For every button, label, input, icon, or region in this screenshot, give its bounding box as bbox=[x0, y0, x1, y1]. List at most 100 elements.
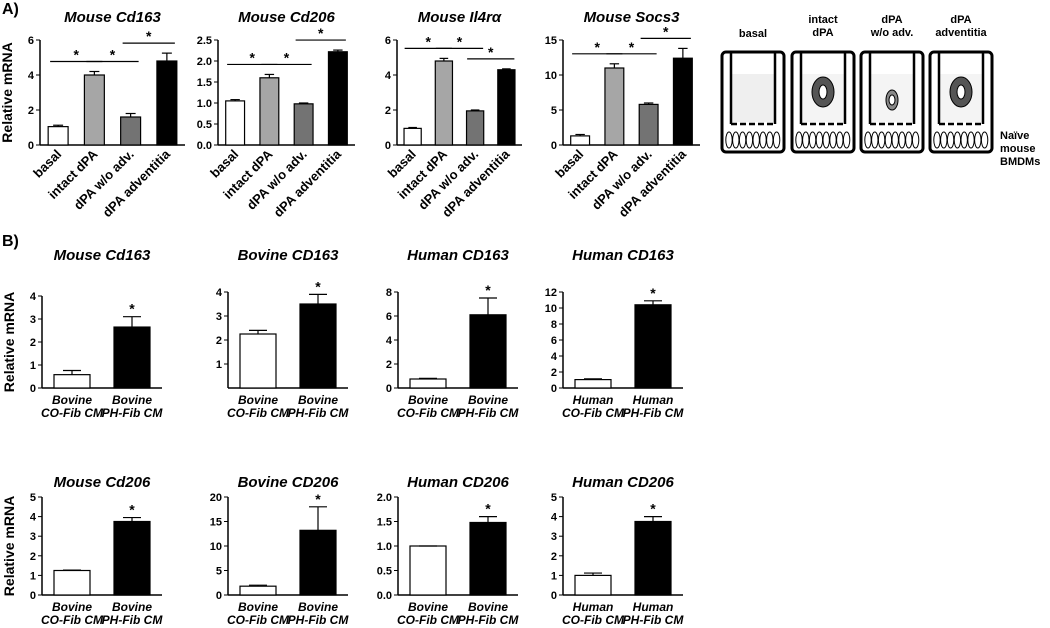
significance-label: * bbox=[129, 502, 135, 518]
x-tick-label: Human CO-Fib CM bbox=[562, 600, 624, 627]
cell bbox=[802, 131, 810, 149]
y-tick-label: 0 bbox=[551, 590, 557, 602]
bar bbox=[434, 60, 454, 146]
significance-label: * bbox=[250, 49, 256, 65]
cell bbox=[974, 131, 982, 149]
y-tick-label: 0 bbox=[551, 383, 557, 395]
y-tick-label: 2.0 bbox=[197, 56, 212, 68]
well-label: dPA adventitia bbox=[935, 14, 987, 39]
chart-title: Mouse Cd163 bbox=[54, 247, 151, 264]
cell bbox=[815, 131, 824, 149]
y-tick-label: 6 bbox=[386, 311, 392, 323]
y-tick-label: 10 bbox=[210, 541, 222, 553]
chart-title: Human CD206 bbox=[407, 474, 509, 491]
bar bbox=[574, 379, 612, 389]
bar bbox=[327, 51, 348, 146]
lumen bbox=[888, 94, 896, 106]
significance-label: * bbox=[110, 47, 116, 63]
y-tick-label: 0.0 bbox=[197, 140, 212, 152]
x-tick-label: Bovine CO-Fib CM bbox=[227, 600, 289, 627]
bar bbox=[570, 135, 591, 146]
significance-label: * bbox=[488, 44, 494, 60]
y-tick-label: 1.0 bbox=[197, 98, 212, 110]
bar bbox=[293, 103, 314, 146]
cell bbox=[836, 131, 844, 149]
bar bbox=[638, 103, 659, 146]
lumen bbox=[818, 84, 828, 100]
y-tick-label: 2 bbox=[28, 105, 34, 117]
cell bbox=[898, 131, 906, 149]
y-tick-label: 4 bbox=[30, 291, 37, 303]
bar bbox=[604, 67, 625, 146]
cell bbox=[772, 131, 781, 149]
cell bbox=[905, 131, 913, 149]
y-axis-label: Relative mRNA bbox=[1, 496, 17, 596]
significance-label: * bbox=[146, 28, 152, 44]
cell bbox=[871, 131, 879, 149]
chart-title: Mouse Socs3 bbox=[584, 9, 681, 26]
y-tick-label: 0 bbox=[28, 140, 34, 152]
y-tick-label: 0.0 bbox=[377, 590, 392, 602]
y-tick-label: 0 bbox=[30, 590, 36, 602]
y-tick-label: 1.5 bbox=[377, 517, 392, 529]
y-tick-label: 3 bbox=[30, 531, 36, 543]
bar bbox=[497, 69, 516, 146]
chart-title: Mouse Cd206 bbox=[54, 474, 151, 491]
y-tick-label: 0 bbox=[216, 590, 222, 602]
x-tick-label: Bovine CO-Fib CM bbox=[41, 600, 103, 627]
y-tick-label: 8 bbox=[551, 319, 557, 331]
bar bbox=[156, 60, 178, 146]
x-tick-label: Human CO-Fib CM bbox=[562, 393, 624, 420]
x-tick-label: Bovine CO-Fib CM bbox=[41, 393, 103, 420]
bar bbox=[113, 520, 151, 596]
bar bbox=[239, 585, 277, 596]
y-tick-label: 6 bbox=[28, 35, 34, 47]
y-axis-label: Relative mRNA bbox=[1, 292, 17, 392]
chart-title: Mouse Cd163 bbox=[64, 9, 161, 26]
bar bbox=[465, 110, 485, 146]
bar bbox=[574, 574, 612, 596]
y-tick-label: 1 bbox=[551, 570, 557, 582]
bar bbox=[469, 314, 507, 389]
y-tick-label: 2 bbox=[551, 551, 557, 563]
x-tick-label: Bovine PH-Fib CM bbox=[287, 393, 349, 420]
significance-label: * bbox=[129, 301, 135, 317]
bar bbox=[53, 569, 91, 596]
significance-label: * bbox=[485, 282, 491, 298]
x-tick-label: Human PH-Fib CM bbox=[622, 393, 684, 420]
cell bbox=[759, 131, 767, 149]
bar bbox=[113, 326, 151, 389]
y-tick-label: 4 bbox=[385, 70, 392, 82]
medium bbox=[732, 74, 774, 122]
y-tick-label: 10 bbox=[545, 70, 557, 82]
y-tick-label: 2 bbox=[551, 367, 557, 379]
bar bbox=[469, 521, 507, 596]
chart-title: Human CD163 bbox=[407, 247, 509, 264]
y-tick-label: 4 bbox=[216, 287, 223, 299]
cell bbox=[808, 131, 817, 149]
cell bbox=[752, 131, 760, 149]
y-tick-label: 0 bbox=[551, 140, 557, 152]
cell bbox=[953, 131, 962, 149]
significance-label: * bbox=[284, 49, 290, 65]
significance-label: * bbox=[426, 33, 432, 49]
chart-title: Human CD206 bbox=[572, 474, 674, 491]
chart-title: Bovine CD163 bbox=[238, 247, 340, 264]
significance-label: * bbox=[318, 25, 324, 41]
y-tick-label: 2 bbox=[30, 551, 36, 563]
y-tick-label: 0 bbox=[30, 383, 36, 395]
y-tick-label: 4 bbox=[30, 512, 37, 524]
y-tick-label: 4 bbox=[28, 70, 35, 82]
bar bbox=[672, 57, 693, 146]
cell bbox=[946, 131, 955, 149]
bar bbox=[53, 374, 91, 389]
chart-title: Mouse Cd206 bbox=[238, 9, 335, 26]
y-tick-label: 3 bbox=[30, 314, 36, 326]
y-tick-label: 15 bbox=[545, 35, 557, 47]
cell bbox=[911, 131, 920, 149]
significance-label: * bbox=[74, 47, 80, 63]
y-tick-label: 0 bbox=[385, 140, 391, 152]
y-tick-label: 3 bbox=[216, 311, 222, 323]
cell bbox=[960, 131, 968, 149]
